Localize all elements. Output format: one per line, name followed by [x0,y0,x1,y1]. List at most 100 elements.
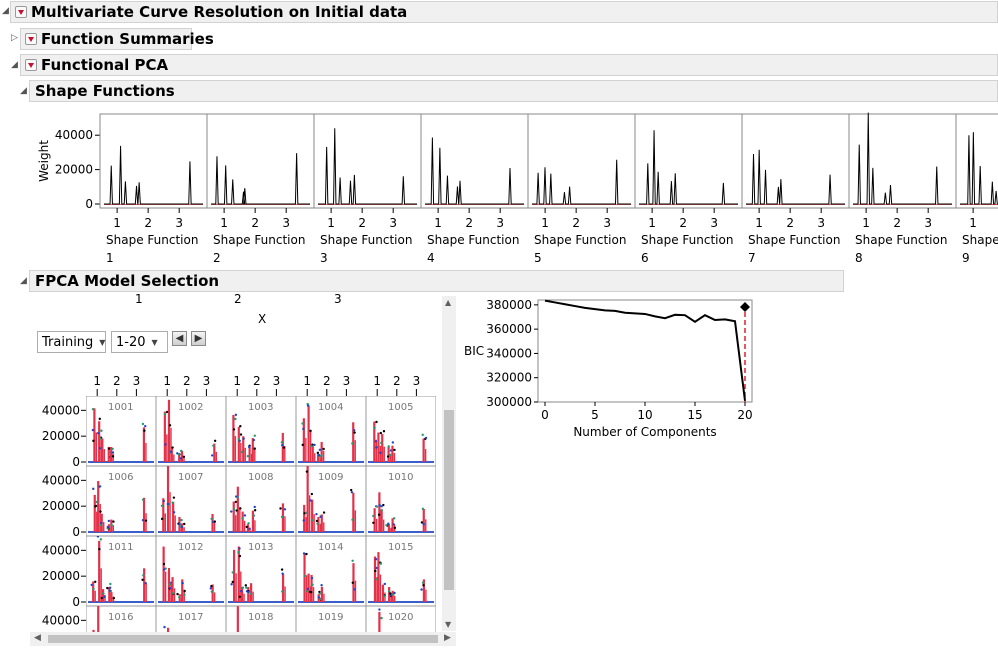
shape-y-tick-label: 0 [85,197,93,211]
disclosure-open-icon[interactable]: ◢ [11,60,18,70]
scroll-left-icon[interactable]: ◀ [34,633,41,643]
grid-cell-point [350,488,353,492]
grid-x-tick-label: 2 [253,374,261,388]
grid-cell-point [183,593,186,596]
grid-cell-point [374,440,377,443]
scrollbar-thumb[interactable] [48,635,438,643]
grid-cell-point [375,505,379,508]
grid-y-tick-label: 0 [72,595,80,609]
grid-cell-point [230,510,233,513]
grid-cell-id: 1002 [178,402,203,413]
grid-cell-point [232,428,236,431]
function-summaries-header[interactable]: Function Summaries [20,28,214,50]
scroll-right-icon[interactable]: ▶ [444,633,451,643]
vertical-scrollbar[interactable]: ▲ ▼ [442,296,456,631]
grid-cell-point [162,568,166,571]
disclosure-open-icon[interactable]: ◢ [2,6,9,16]
grid-cell-point [305,589,309,593]
grid-cell-point [280,441,284,444]
shape-function-curve [853,112,952,205]
grid-cell-point [247,522,250,525]
grid-cell-point [183,589,186,593]
grid-cell-point [98,485,101,488]
grid-cell-point [245,525,248,529]
shape-x-tick-label: 3 [496,216,504,230]
shape-function-label: Shape Function [641,233,733,247]
fpca-model-selection-header[interactable]: FPCA Model Selection [29,270,844,292]
grid-cell-point [234,495,238,498]
previous-page-button[interactable]: ◀ [172,331,187,346]
grid-cell-point [374,558,378,561]
grid-cell-point [109,582,112,586]
grid-cell-point [303,574,307,578]
grid-cell-point [244,584,248,587]
shape-function-curve [746,149,845,205]
grid-x-tick-label: 3 [133,374,141,388]
grid-cell-point [374,569,377,573]
grid-cell-point [247,590,250,594]
grid-cell-point [393,448,396,452]
scroll-down-icon[interactable]: ▼ [445,620,452,629]
grid-cell-point [253,505,256,509]
grid-cell-point [234,500,238,504]
grid-cell-point [141,578,144,581]
shape-function-label: Shape Function [855,233,947,247]
grid-cell [156,466,226,536]
red-triangle-menu-icon[interactable] [15,6,27,18]
bic-x-tick-label: 5 [591,408,599,422]
shape-x-tick-label: 2 [144,216,152,230]
grid-cell-point [252,514,256,517]
shape-x-tick-label: 1 [648,216,656,230]
grid-cell-point [168,424,172,427]
grid-cell-point [91,428,95,432]
set-dropdown[interactable]: Training ▼ [37,331,106,353]
grid-cell-point [166,502,170,506]
grid-cell-point [318,592,321,595]
grid-cell-point [389,592,392,595]
red-triangle-menu-icon[interactable] [25,33,37,45]
grid-cell-point [380,509,383,512]
grid-cell-point [393,591,396,595]
scroll-up-icon[interactable]: ▲ [445,298,452,307]
grid-cell [296,606,366,632]
scrollbar-thumb[interactable] [444,410,454,590]
disclosure-closed-icon[interactable]: ▷ [11,33,18,43]
top-tick-1: 1 [135,292,143,306]
grid-cell-point [176,452,179,455]
shape-function-curve [425,137,524,205]
disclosure-open-icon[interactable]: ◢ [20,86,27,96]
shape-x-tick-label: 3 [710,216,718,230]
shape-function-frame [634,113,743,209]
x-axis-label: X [258,312,267,326]
shape-function-label: Shape Function [106,233,198,247]
grid-cell-point [305,552,308,556]
shape-x-tick-label: 2 [786,216,794,230]
grid-cell-point [387,445,390,448]
grid-cell [86,536,156,606]
grid-cell-id: 1008 [248,472,273,483]
range-dropdown[interactable]: 1-20 ▼ [111,331,168,353]
grid-cell-point [316,451,320,455]
red-triangle-menu-icon[interactable] [25,59,37,71]
next-page-button[interactable]: ▶ [191,331,206,346]
shape-functions-header[interactable]: Shape Functions [29,80,998,102]
grid-cell-point [239,507,242,510]
grid-cell-frame [226,536,296,606]
grid-cell-point [92,587,95,591]
grid-cell-id: 1015 [388,542,413,553]
horizontal-scrollbar[interactable]: ◀ ▶ [30,632,456,646]
bic-chart: 300000 320000 340000 360000 380000 0 5 10 15 20 BI… [464,298,753,439]
grid-cell-point [310,519,314,522]
shape-function-frame [955,113,998,209]
grid-cell-point [424,436,428,440]
grid-cell-point [100,521,103,525]
report-outline-header[interactable]: Multivariate Curve Resolution on Initial… [10,1,998,23]
disclosure-open-icon[interactable]: ◢ [20,276,27,286]
grid-cell-point [302,427,305,431]
grid-y-tick-label: 40000 [42,403,80,417]
bic-y-tick-label: 360000 [486,322,532,336]
functional-pca-header[interactable]: Functional PCA [20,54,998,76]
shape-function-number: 5 [534,251,542,265]
grid-cell-point [245,586,248,589]
